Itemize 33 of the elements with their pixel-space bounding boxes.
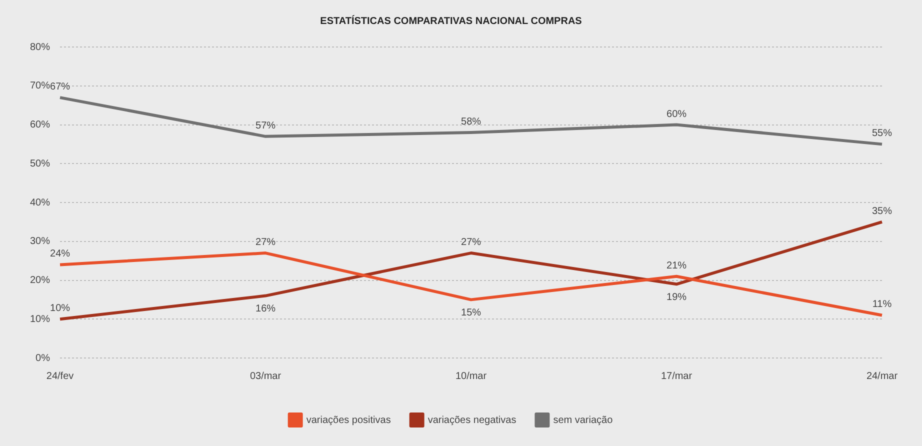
- data-label: 21%: [666, 260, 687, 272]
- x-tick-label: 24/mar: [866, 370, 898, 382]
- data-label: 24%: [50, 248, 70, 260]
- y-tick-label: 40%: [30, 197, 50, 208]
- y-tick-label: 10%: [30, 314, 50, 325]
- data-label: 16%: [256, 304, 276, 315]
- data-label: 10%: [50, 303, 70, 314]
- data-label: 11%: [872, 299, 892, 310]
- data-label: 19%: [666, 292, 687, 303]
- y-tick-label: 0%: [36, 352, 50, 364]
- y-tick-label: 50%: [30, 158, 50, 170]
- data-label: 27%: [256, 237, 276, 248]
- y-tick-label: 70%: [30, 80, 50, 92]
- x-tick-label: 17/mar: [660, 370, 693, 382]
- legend-label: variações positivas: [306, 414, 391, 426]
- y-tick-label: 30%: [30, 236, 50, 248]
- x-tick-label: 24/fev: [46, 370, 74, 382]
- y-tick-label: 80%: [30, 42, 50, 53]
- data-label: 58%: [461, 116, 482, 128]
- y-tick-label: 20%: [30, 275, 50, 286]
- data-label: 15%: [461, 307, 482, 318]
- data-label: 60%: [666, 108, 687, 120]
- legend-label: sem variação: [553, 414, 614, 426]
- chart-title: ESTATÍSTICAS COMPARATIVAS NACIONAL COMPRAS: [320, 14, 582, 27]
- data-label: 57%: [256, 120, 276, 132]
- data-label: 55%: [872, 128, 892, 140]
- x-tick-label: 03/mar: [250, 370, 282, 382]
- data-label: 27%: [461, 237, 482, 248]
- legend-label: variações negativas: [428, 414, 516, 426]
- data-label: 35%: [872, 206, 892, 217]
- data-label: 67%: [50, 82, 70, 93]
- x-tick-label: 10/mar: [455, 370, 488, 382]
- y-tick-label: 60%: [30, 120, 50, 130]
